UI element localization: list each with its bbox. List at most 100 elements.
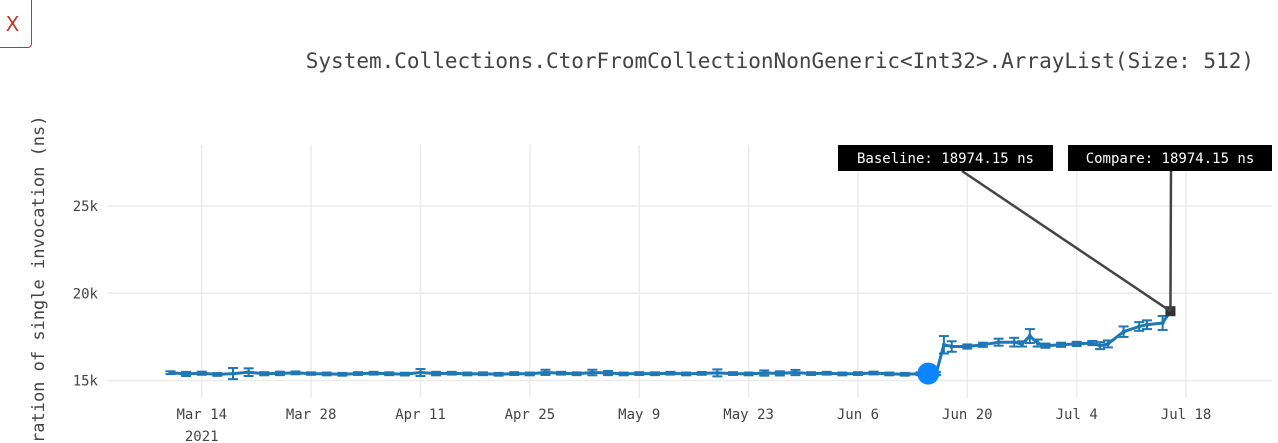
data-point[interactable]: [621, 371, 626, 376]
x-tick-label: May 9: [618, 407, 660, 423]
data-point[interactable]: [340, 372, 345, 377]
data-point[interactable]: [887, 371, 892, 376]
data-point[interactable]: [1059, 342, 1064, 347]
data-point[interactable]: [355, 371, 360, 376]
y-axis-ticks: 15k 20k 25k: [73, 199, 99, 389]
data-point[interactable]: [871, 371, 876, 376]
data-point[interactable]: [246, 370, 251, 375]
compare-annotation-box: [1068, 145, 1272, 171]
data-point[interactable]: [512, 371, 517, 376]
data-point[interactable]: [730, 371, 735, 376]
y-tick-label: 25k: [73, 199, 99, 215]
data-point[interactable]: [543, 370, 548, 375]
data-point[interactable]: [168, 370, 173, 375]
data-point[interactable]: [605, 371, 610, 376]
baseline-annotation: Baseline: 18974.15 ns: [838, 145, 1053, 171]
data-point[interactable]: [746, 371, 751, 376]
data-point[interactable]: [559, 371, 564, 376]
data-point[interactable]: [1160, 320, 1165, 325]
data-point[interactable]: [262, 371, 267, 376]
data-point[interactable]: [230, 371, 235, 376]
x-axis-ticks: Mar 14 Mar 28 Apr 11 Apr 25 May 9 May 23 Jun 6…: [176, 407, 1211, 443]
y-axis-label: ration of single invocation (ns): [29, 115, 49, 443]
data-point[interactable]: [480, 371, 485, 376]
selected-point-marker[interactable]: [917, 362, 940, 385]
data-point[interactable]: [637, 371, 642, 376]
baseline-annotation-arrow: [961, 169, 1172, 313]
x-tick-label: Mar 14: [176, 407, 227, 423]
data-points[interactable]: [168, 306, 1176, 385]
data-point[interactable]: [1027, 334, 1032, 339]
data-point[interactable]: [184, 371, 189, 376]
y-tick-label: 20k: [73, 286, 99, 302]
data-point[interactable]: [965, 344, 970, 349]
data-point[interactable]: [387, 371, 392, 376]
data-point[interactable]: [402, 372, 407, 377]
grid-lines: [108, 145, 1272, 398]
annotations: Baseline: 18974.15 ns Compare: 18974.15 n…: [838, 145, 1272, 313]
x-tick-label: May 23: [723, 407, 774, 423]
x-tick-label: Apr 11: [395, 407, 446, 423]
x-tick-label: Jul 4: [1056, 407, 1098, 423]
data-point[interactable]: [527, 371, 532, 376]
data-point[interactable]: [715, 370, 720, 375]
y-tick-label: 15k: [73, 374, 99, 390]
data-point[interactable]: [465, 371, 470, 376]
data-point[interactable]: [941, 342, 946, 347]
x-tick-label: Apr 25: [505, 407, 556, 423]
data-point[interactable]: [949, 344, 954, 349]
data-point[interactable]: [590, 370, 595, 375]
data-point[interactable]: [293, 370, 298, 375]
data-point[interactable]: [840, 371, 845, 376]
data-point[interactable]: [1145, 322, 1150, 327]
data-point[interactable]: [449, 371, 454, 376]
data-point[interactable]: [902, 372, 907, 377]
data-point[interactable]: [371, 371, 376, 376]
data-point[interactable]: [1137, 324, 1142, 329]
data-point[interactable]: [1121, 329, 1126, 334]
data-point[interactable]: [652, 371, 657, 376]
data-point[interactable]: [496, 372, 501, 377]
data-point[interactable]: [824, 371, 829, 376]
data-point[interactable]: [668, 371, 673, 376]
data-point[interactable]: [1105, 341, 1110, 346]
data-point[interactable]: [1090, 341, 1095, 346]
data-point[interactable]: [809, 371, 814, 376]
compare-annotation-text: Compare: 18974.15 ns: [1086, 151, 1255, 167]
data-point[interactable]: [684, 371, 689, 376]
data-point[interactable]: [793, 370, 798, 375]
compare-annotation: Compare: 18974.15 ns: [1068, 145, 1272, 171]
baseline-annotation-box: [838, 145, 1053, 171]
data-point[interactable]: [309, 371, 314, 376]
data-point[interactable]: [980, 342, 985, 347]
compare-annotation-arrow: [1169, 170, 1173, 312]
data-point[interactable]: [574, 371, 579, 376]
data-point[interactable]: [855, 371, 860, 376]
x-tick-label: Jun 20: [942, 407, 993, 423]
data-point[interactable]: [777, 371, 782, 376]
data-point[interactable]: [1098, 343, 1103, 348]
data-point[interactable]: [699, 371, 704, 376]
x-tick-label: Jun 6: [837, 407, 879, 423]
data-point[interactable]: [434, 371, 439, 376]
x-tick-label: Jul 18: [1161, 407, 1212, 423]
data-point[interactable]: [1012, 340, 1017, 345]
close-button[interactable]: X: [0, 0, 32, 48]
data-point[interactable]: [1074, 341, 1079, 346]
data-point[interactable]: [1035, 341, 1040, 346]
baseline-annotation-text: Baseline: 18974.15 ns: [857, 151, 1034, 167]
chart-title: System.Collections.CtorFromCollectionNon…: [306, 49, 1254, 73]
data-point[interactable]: [277, 371, 282, 376]
series-line: [170, 310, 1172, 376]
data-point[interactable]: [199, 371, 204, 376]
x-year-label: 2021: [185, 429, 219, 443]
data-point[interactable]: [324, 371, 329, 376]
data-point[interactable]: [418, 370, 423, 375]
data-point[interactable]: [762, 371, 767, 376]
data-point[interactable]: [996, 340, 1001, 345]
data-point[interactable]: [215, 372, 220, 377]
data-point[interactable]: [1020, 341, 1025, 346]
x-tick-label: Mar 28: [286, 407, 337, 423]
data-point[interactable]: [1043, 343, 1048, 348]
